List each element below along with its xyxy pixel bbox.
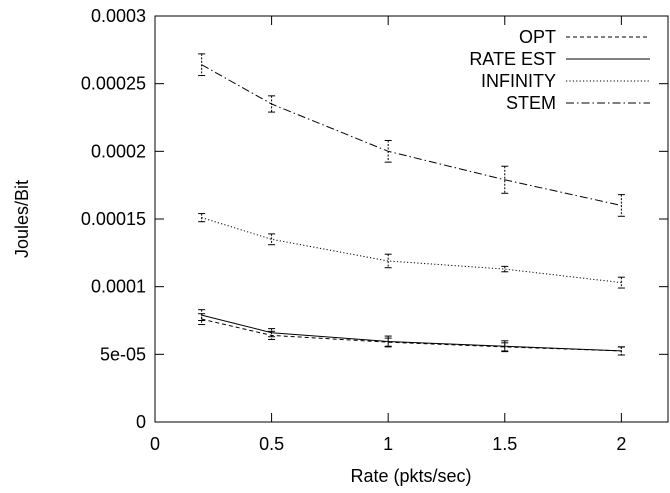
x-tick-label: 0 (150, 434, 160, 454)
y-tick-label: 0.0003 (91, 6, 146, 26)
axis-ticks: 0 5e-05 0.0001 0.00015 0.0002 0.00025 0.0003 0 0… (81, 6, 668, 454)
series-rate-est (198, 309, 625, 356)
series-line-stem (201, 64, 622, 206)
series-line-infinity (201, 217, 622, 284)
legend-label-infinity: INFINITY (481, 71, 556, 91)
legend-label-opt: OPT (519, 27, 556, 47)
x-tick-label: 1 (383, 434, 393, 454)
series-layer (198, 53, 625, 356)
y-tick-label: 0 (136, 412, 146, 432)
y-tick-label: 0.0002 (91, 141, 146, 161)
series-line-opt (201, 318, 622, 352)
series-infinity (198, 213, 625, 289)
y-tick-label: 5e-05 (100, 344, 146, 364)
x-tick-label: 0.5 (259, 434, 284, 454)
plot-frame (154, 15, 669, 423)
legend-label-stem: STEM (506, 93, 556, 113)
y-tick-label: 0.00025 (81, 74, 146, 94)
series-line-rate-est (201, 314, 622, 352)
x-tick-label: 2 (616, 434, 626, 454)
x-tick-label: 1.5 (492, 434, 517, 454)
y-tick-label: 0.0001 (91, 277, 146, 297)
series-stem (198, 53, 625, 217)
y-axis-title: Joules/Bit (12, 180, 32, 258)
y-tick-label: 0.00015 (81, 209, 146, 229)
legend-label-rate-est: RATE EST (469, 49, 556, 69)
x-axis-title: Rate (pkts/sec) (350, 466, 471, 486)
